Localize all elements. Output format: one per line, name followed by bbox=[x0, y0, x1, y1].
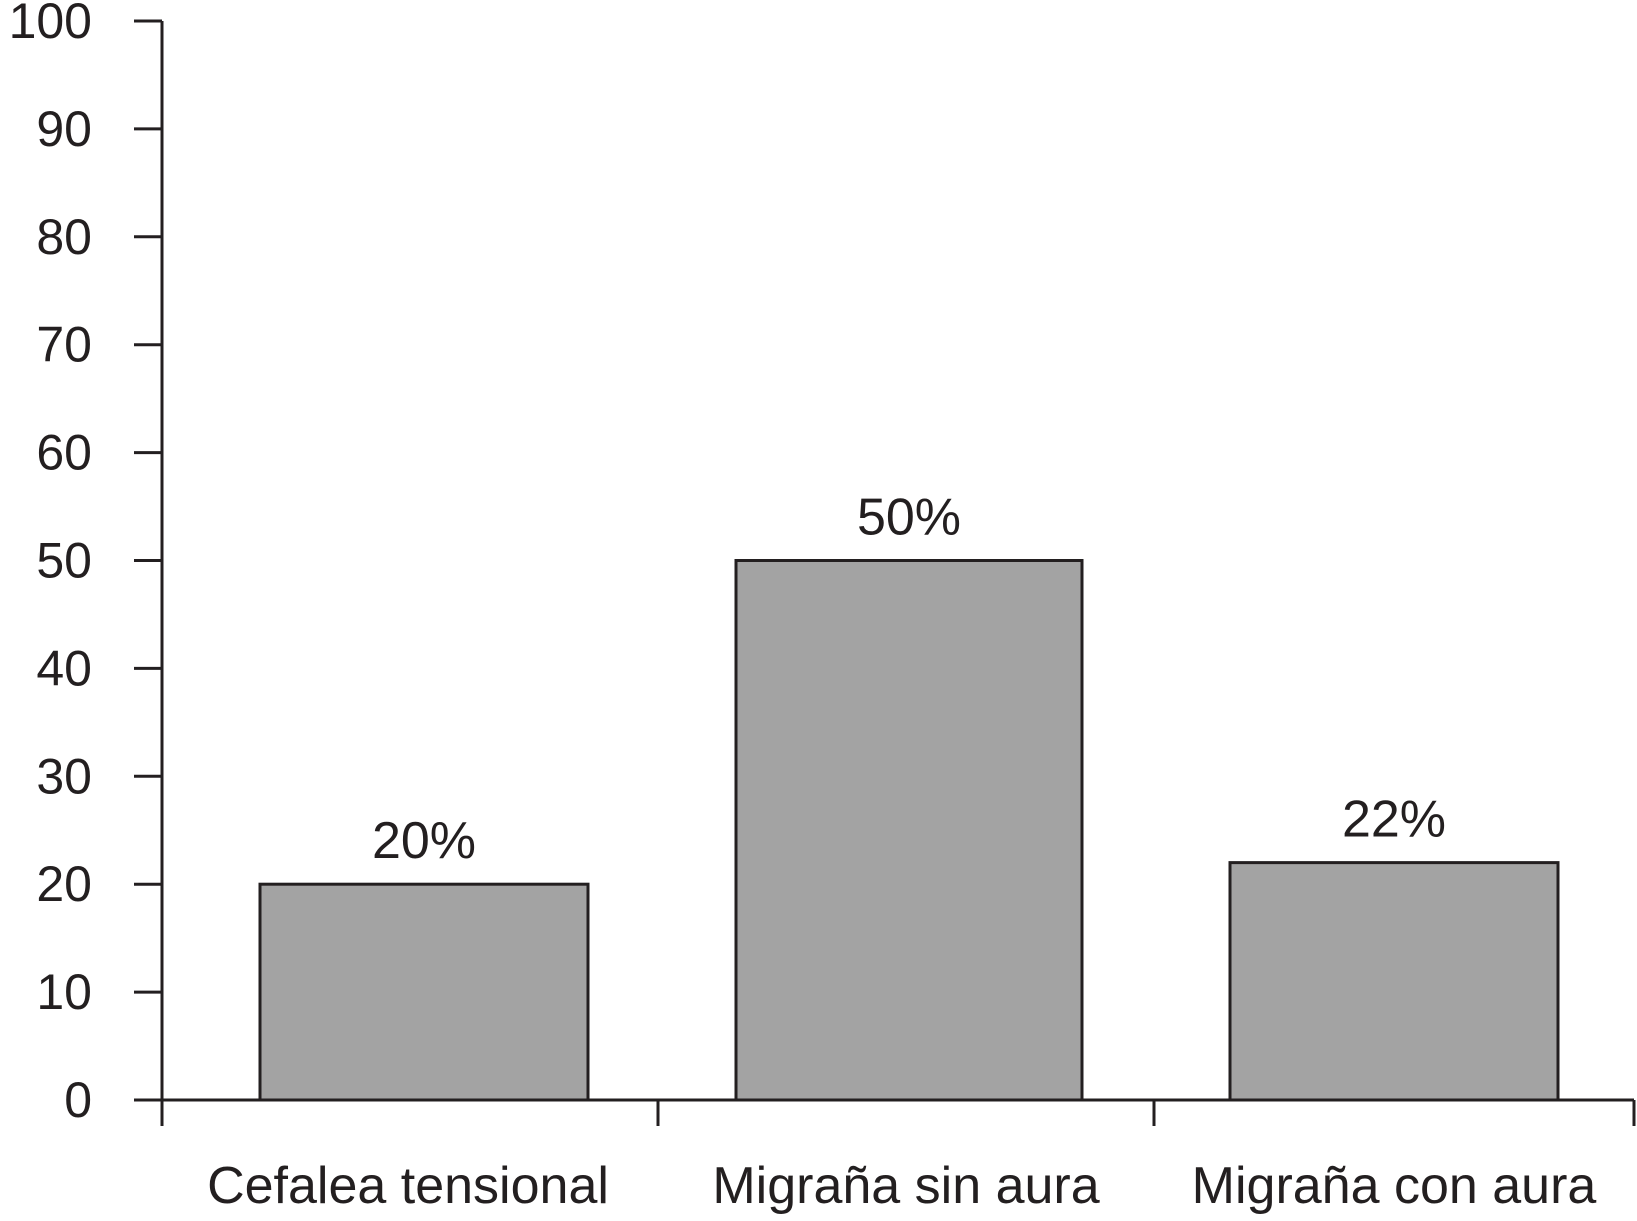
y-tick-label: 50 bbox=[36, 533, 92, 589]
x-category-label: Migraña sin aura bbox=[712, 1157, 1099, 1215]
data-labels-group: 20% 50% 22% bbox=[372, 489, 1446, 871]
x-category-label: Migraña con aura bbox=[1192, 1157, 1597, 1215]
y-tick-label: 0 bbox=[64, 1072, 92, 1128]
y-tick-label: 90 bbox=[36, 101, 92, 157]
bars-group bbox=[258, 559, 1560, 1102]
y-axis: 0 10 20 30 40 50 60 70 80 90 100 bbox=[9, 0, 164, 1128]
y-tick-label: 40 bbox=[36, 640, 92, 696]
bar bbox=[734, 559, 1084, 1102]
y-tick-label: 100 bbox=[9, 0, 92, 49]
y-tick-label: 30 bbox=[36, 748, 92, 804]
bar bbox=[1228, 861, 1560, 1102]
y-tick-label: 10 bbox=[36, 964, 92, 1020]
bar-data-label: 22% bbox=[1342, 791, 1446, 849]
x-category-label: Cefalea tensional bbox=[207, 1157, 609, 1215]
y-tick-label: 70 bbox=[36, 317, 92, 373]
bar-data-label: 20% bbox=[372, 812, 476, 870]
y-tick-label: 60 bbox=[36, 425, 92, 481]
bar bbox=[258, 882, 590, 1102]
y-tick-label: 80 bbox=[36, 209, 92, 265]
bar-data-label: 50% bbox=[857, 489, 961, 547]
category-labels-group: Cefalea tensional Migraña sin aura Migraña… bbox=[207, 1157, 1596, 1215]
y-tick-label: 20 bbox=[36, 856, 92, 912]
